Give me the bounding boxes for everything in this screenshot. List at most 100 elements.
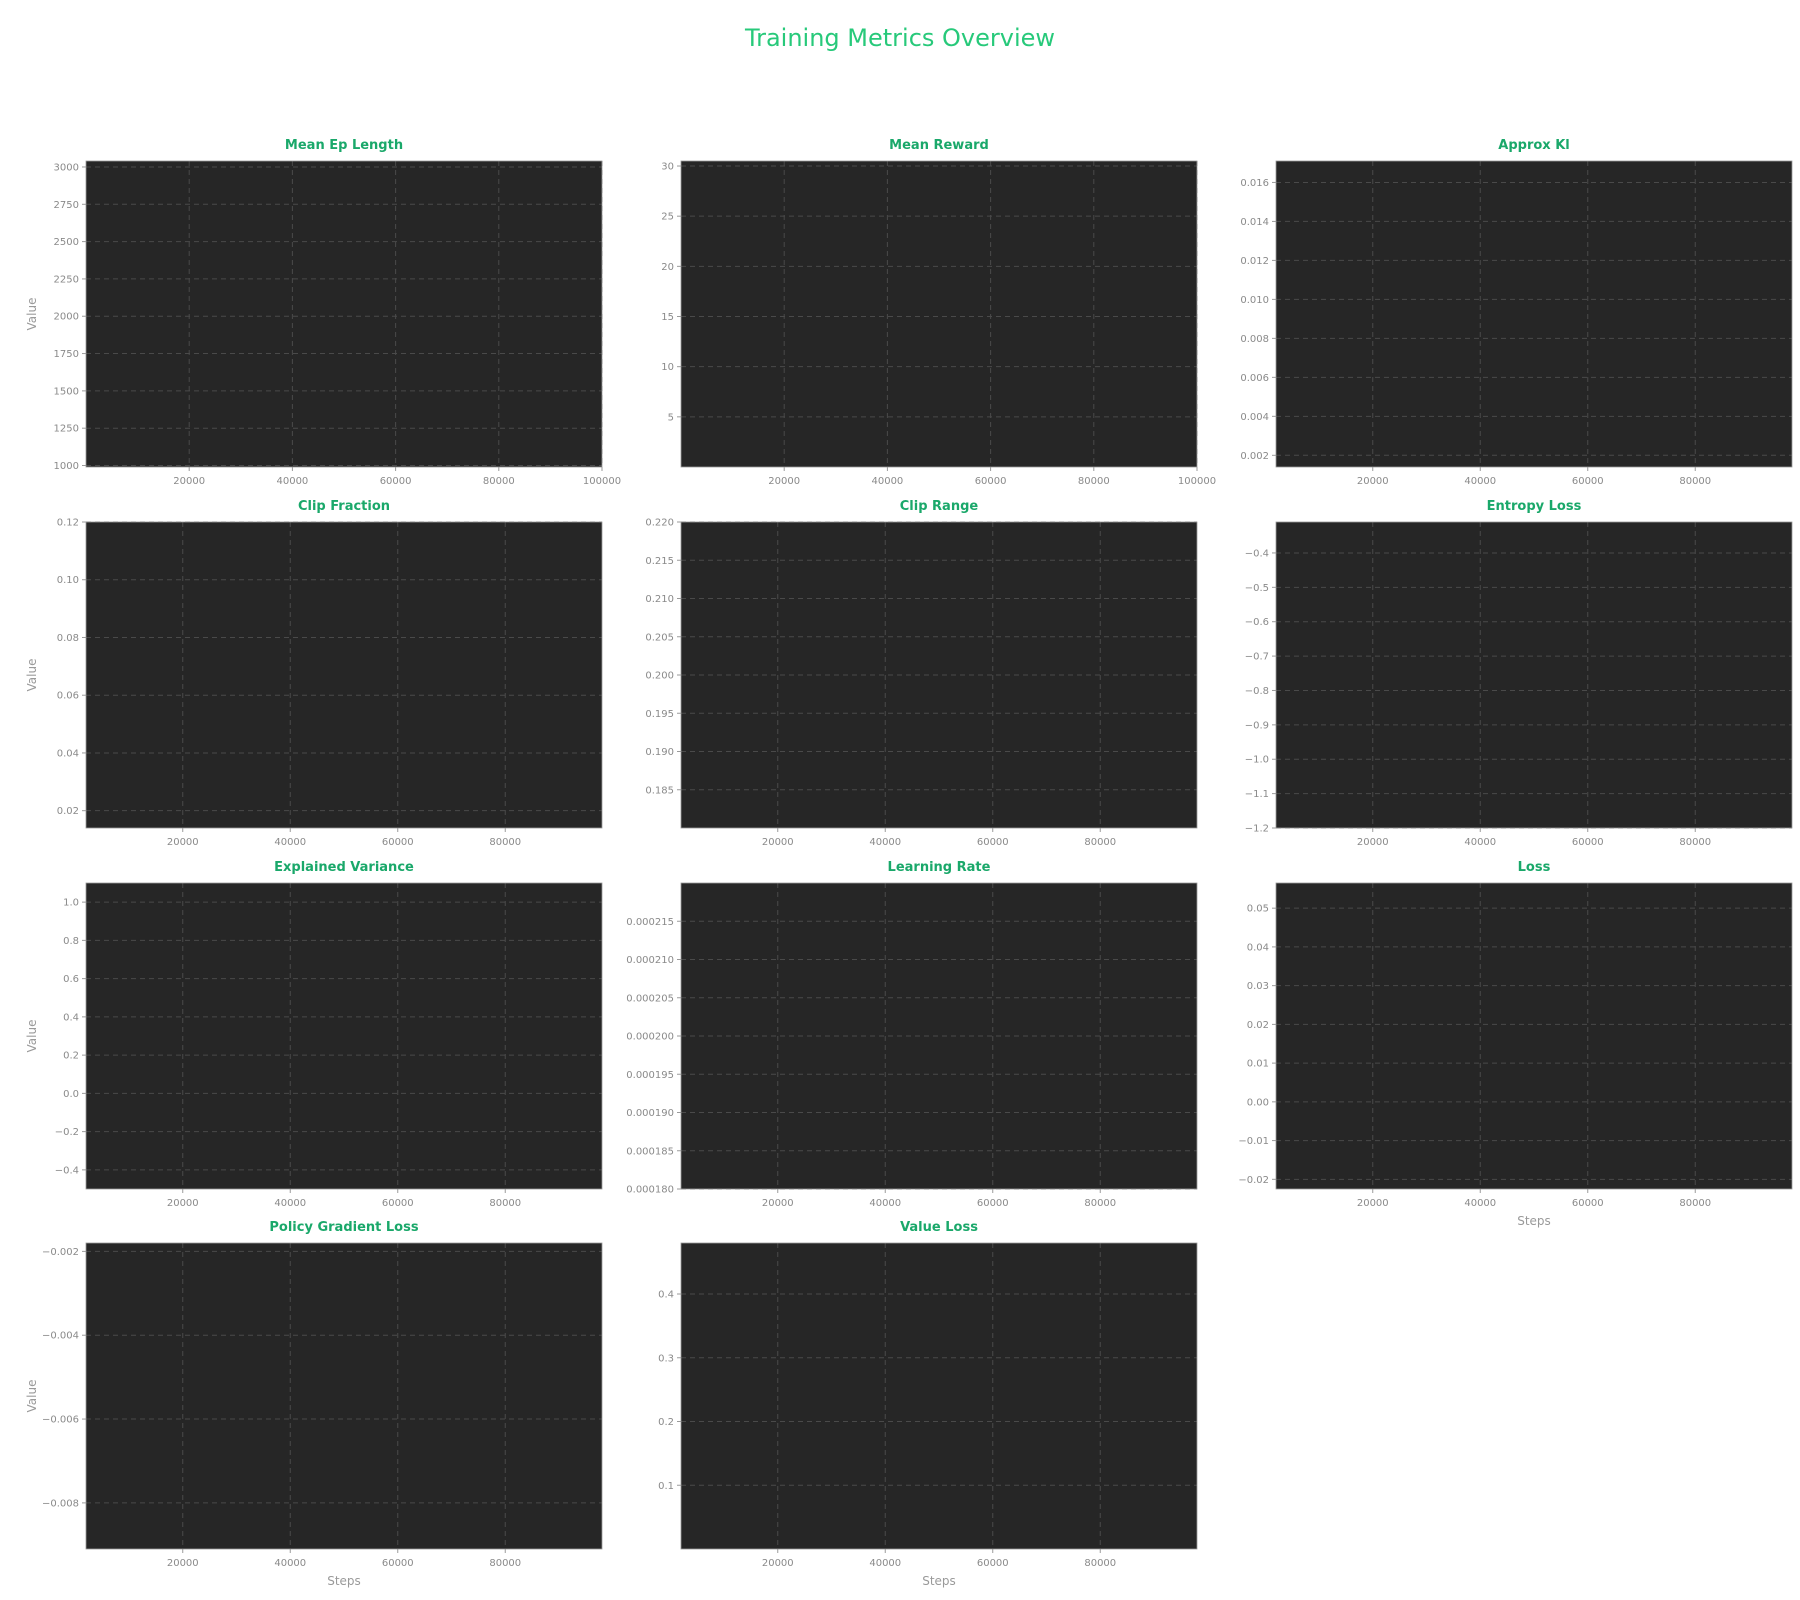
x-tick-label: 60000 (977, 837, 1009, 848)
plot-area (681, 522, 1197, 828)
y-tick-label: 0.0 (63, 1089, 79, 1100)
x-tick-label: 40000 (871, 476, 903, 487)
y-tick-label: −0.01 (1238, 1136, 1269, 1147)
subplot-title: Explained Variance (274, 860, 414, 875)
y-tick-label: 0.010 (1240, 295, 1269, 306)
y-tick-label: 0.00 (1247, 1097, 1269, 1108)
plot-spine (1275, 882, 1793, 1190)
y-tick-label: −0.002 (42, 1247, 79, 1258)
x-tick-label: 40000 (276, 476, 308, 487)
y-tick-label: 20 (661, 262, 674, 273)
y-tick-label: 1.0 (63, 898, 79, 909)
x-tick-label: 40000 (1464, 1198, 1496, 1209)
x-tick-label: 80000 (1679, 837, 1711, 848)
x-tick-label: 40000 (869, 1558, 901, 1569)
y-tick-label: 0.3 (658, 1353, 674, 1364)
subplot-title: Mean Reward (889, 138, 989, 153)
x-tick-label: 20000 (1357, 1198, 1389, 1209)
subplot-value-loss: 0.1 0.2 0.3 0.4 20000 40000 60000 80000 Value Lo… (658, 1220, 1198, 1588)
plot-area (1276, 883, 1792, 1189)
subplot-clip-range: 0.185 0.190 0.195 0.200 0.205 0.210 0.215 0.220… (645, 499, 1198, 848)
x-tick-label: 40000 (869, 837, 901, 848)
y-tick-label: 0.05 (1247, 904, 1269, 915)
subplot-mean-ep-length: 1000 1250 1500 1750 2000 2250 2500 2750 3000 2000… (25, 138, 621, 487)
y-tick-label: −0.5 (1245, 583, 1269, 594)
y-axis-label: Value (25, 1020, 39, 1053)
x-tick-label: 60000 (382, 1198, 414, 1209)
plot-area (1276, 522, 1792, 828)
x-tick-label: 20000 (1357, 476, 1389, 487)
x-tick-label: 60000 (382, 1558, 414, 1569)
x-tick-label: 60000 (1572, 476, 1604, 487)
subplot-approx-kl: 0.002 0.004 0.006 0.008 0.010 0.012 0.014 0.016… (1240, 138, 1793, 487)
y-tick-label: 0.000210 (626, 955, 674, 966)
subplot-entropy-loss: −1.2 −1.1 −1.0 −0.9 −0.8 −0.7 −0.6 −0.5 −0.4 2000… (1245, 499, 1793, 848)
subplot-title: Approx Kl (1498, 138, 1569, 153)
y-tick-label: 0.12 (57, 518, 79, 529)
plot-area (681, 161, 1197, 467)
subplot-title: Loss (1518, 860, 1551, 875)
y-tick-label: 0.016 (1240, 178, 1269, 189)
y-tick-label: 1000 (54, 461, 79, 472)
x-tick-label: 20000 (1357, 837, 1389, 848)
x-tick-label: 20000 (173, 476, 205, 487)
y-tick-label: 0.012 (1240, 256, 1269, 267)
y-tick-label: 0.08 (57, 633, 79, 644)
plot-spine (85, 1242, 603, 1550)
plot-spine (85, 521, 603, 829)
plot-spine (680, 882, 1198, 1190)
y-tick-label: 5 (668, 412, 674, 423)
subplot-title: Learning Rate (888, 860, 991, 875)
subplot-learning-rate: 0.000180 0.000185 0.000190 0.000195 0.000200… (626, 860, 1198, 1209)
subplot-title: Clip Fraction (298, 499, 390, 514)
x-tick-label: 40000 (1464, 476, 1496, 487)
x-tick-label: 80000 (1679, 1198, 1711, 1209)
x-tick-label: 80000 (1084, 837, 1116, 848)
y-tick-label: 0.04 (57, 748, 79, 759)
y-tick-label: 0.195 (645, 709, 674, 720)
x-tick-label: 60000 (977, 1558, 1009, 1569)
x-tick-label: 80000 (1084, 1558, 1116, 1569)
y-tick-label: 0.02 (1247, 1020, 1269, 1031)
y-tick-label: −0.2 (55, 1127, 79, 1138)
y-tick-label: 0.185 (645, 785, 674, 796)
x-axis-label: Steps (922, 1574, 956, 1588)
x-tick-label: 20000 (762, 837, 794, 848)
plot-area (86, 883, 602, 1189)
y-tick-label: 2000 (54, 312, 79, 323)
x-tick-label: 100000 (583, 476, 621, 487)
plot-area (1276, 161, 1792, 467)
y-tick-label: 2500 (54, 237, 79, 248)
y-tick-label: 0.04 (1247, 942, 1269, 953)
y-tick-label: 0.002 (1240, 451, 1269, 462)
x-axis-label: Steps (1517, 1214, 1551, 1228)
y-tick-label: 0.000185 (626, 1146, 674, 1157)
plot-spine (680, 521, 1198, 829)
y-tick-label: 0.2 (658, 1417, 674, 1428)
x-tick-label: 80000 (1679, 476, 1711, 487)
x-tick-label: 60000 (382, 837, 414, 848)
y-tick-label: 10 (661, 362, 674, 373)
x-tick-label: 20000 (762, 1558, 794, 1569)
y-tick-label: 0.000205 (626, 993, 674, 1004)
y-tick-label: 0.01 (1247, 1059, 1269, 1070)
plot-spine (680, 160, 1198, 468)
plot-spine (85, 160, 603, 468)
x-axis-label: Steps (327, 1574, 361, 1588)
y-tick-label: −0.004 (42, 1331, 79, 1342)
y-axis-label: Value (25, 1380, 39, 1413)
subplot-explained-variance: −0.4 −0.2 0.0 0.2 0.4 0.6 0.8 1.0 20000 40000 6000… (25, 860, 603, 1209)
y-tick-label: −0.8 (1245, 686, 1269, 697)
y-tick-label: 2250 (54, 274, 79, 285)
x-tick-label: 40000 (1464, 837, 1496, 848)
y-tick-label: 0.000190 (626, 1108, 674, 1119)
y-tick-label: −0.6 (1245, 617, 1269, 628)
y-tick-label: −0.4 (1245, 548, 1269, 559)
y-tick-label: 0.190 (645, 747, 674, 758)
plot-area (86, 1243, 602, 1549)
y-tick-label: 1500 (54, 386, 79, 397)
x-tick-label: 100000 (1178, 476, 1216, 487)
plot-spine (1275, 160, 1793, 468)
y-axis-label: Value (25, 298, 39, 331)
x-tick-label: 40000 (274, 837, 306, 848)
